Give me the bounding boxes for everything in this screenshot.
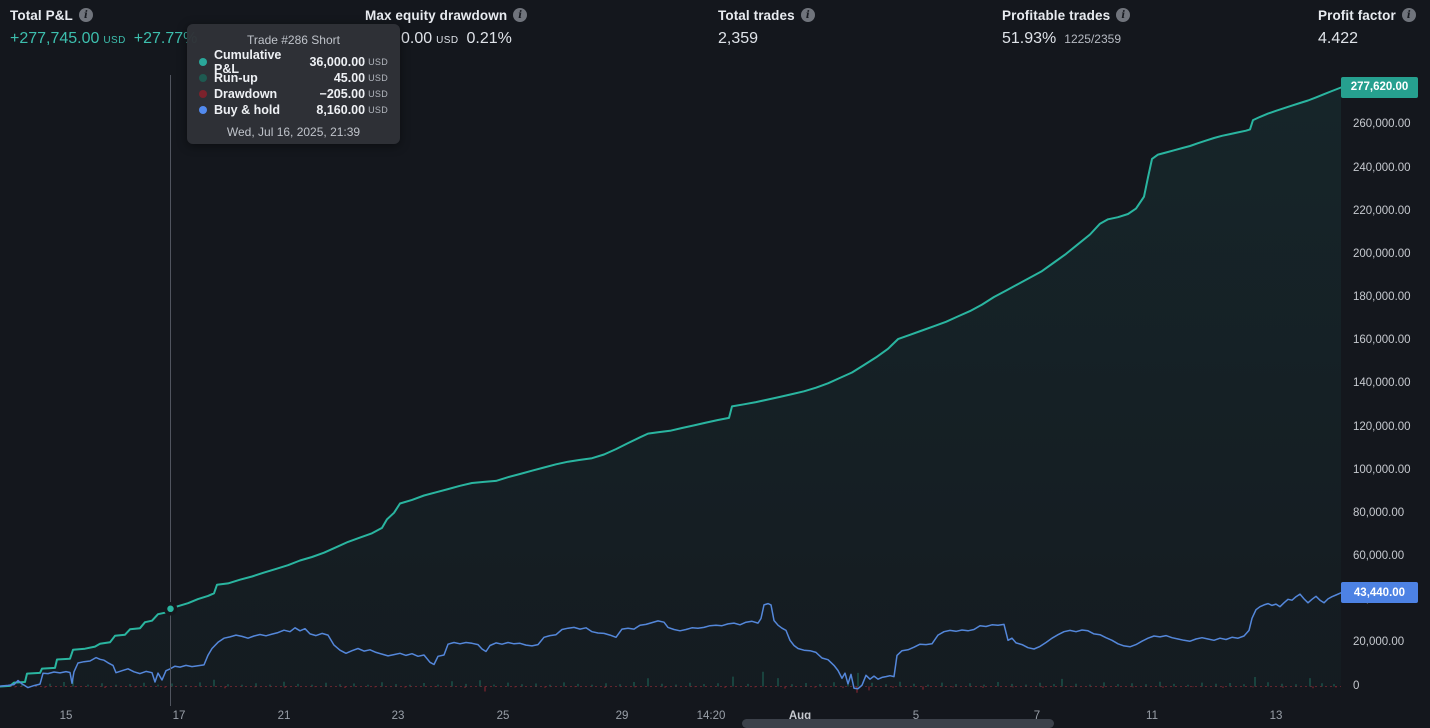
time-axis-label: 21	[277, 710, 291, 722]
trade-tooltip: Trade #286 Short Cumulative P&L 36,000.0…	[187, 24, 400, 144]
series-dot-icon	[199, 90, 207, 98]
run-up-spikes	[7, 671, 1335, 687]
tooltip-row-drawdown: Drawdown −205.00 USD	[187, 86, 400, 102]
price-axis-label: 120,000.00	[1353, 420, 1411, 433]
stat-profitable-trades: Profitable trades i 51.93% 1225/2359	[1002, 6, 1131, 48]
info-icon[interactable]: i	[513, 8, 528, 22]
stat-value: 2,359	[718, 30, 759, 47]
price-axis-label: 260,000.00	[1353, 118, 1411, 131]
price-axis-label: 80,000.00	[1353, 506, 1405, 519]
stat-total-trades: Total trades i 2,359	[718, 6, 815, 48]
stat-total-pnl: Total P&L i +277,745.00 USD +27.77%	[10, 6, 197, 48]
time-axis-label: 29	[615, 710, 629, 722]
price-axis-label: 140,000.00	[1353, 377, 1411, 390]
info-icon[interactable]: i	[1116, 8, 1131, 22]
crosshair-marker-dot	[163, 602, 178, 616]
series-dot-icon	[199, 74, 207, 82]
stat-label: Profitable trades	[1002, 7, 1111, 23]
time-axis-label: 11	[1146, 710, 1158, 722]
price-axis-label: 180,000.00	[1353, 291, 1411, 304]
drawdown-spikes	[14, 686, 1337, 693]
price-axis[interactable]: 020,000.0040,000.0060,000.0080,000.00100…	[1341, 55, 1430, 706]
tooltip-row-buy-and-hold: Buy & hold 8,160.00 USD	[187, 102, 400, 118]
price-axis-label: 240,000.00	[1353, 161, 1411, 174]
price-axis-label: 160,000.00	[1353, 334, 1411, 347]
stats-header: Total P&L i +277,745.00 USD +27.77% Max e…	[0, 0, 1430, 55]
stat-value: +277,745.00 USD +27.77%	[10, 30, 198, 47]
info-icon[interactable]: i	[78, 8, 93, 22]
tooltip-row-runup: Run-up 45.00 USD	[187, 70, 400, 86]
area-fill	[0, 87, 1341, 687]
stat-label: Total P&L	[10, 7, 73, 23]
info-icon[interactable]: i	[800, 8, 815, 22]
tooltip-row-cumulative-pnl: Cumulative P&L 36,000.00 USD	[187, 48, 400, 76]
price-axis-label: 200,000.00	[1353, 247, 1411, 260]
price-axis-label: 100,000.00	[1353, 463, 1411, 476]
time-axis[interactable]: 15 17 21 23 25 29 14:20 Aug 5 7 11 13	[0, 706, 1345, 728]
stat-label: Profit factor	[1318, 7, 1396, 23]
tooltip-timestamp: Wed, Jul 16, 2025, 21:39	[226, 125, 361, 139]
price-axis-badge: 43,440.00	[1341, 582, 1418, 604]
price-axis-label: 220,000.00	[1353, 204, 1411, 217]
series-dot-icon	[199, 106, 207, 114]
horizontal-scrollbar-thumb[interactable]	[742, 719, 1054, 728]
time-axis-label: 5	[912, 710, 920, 722]
time-axis-label: 14:20	[696, 710, 726, 722]
price-axis-badge: 277,620.00	[1341, 76, 1418, 98]
stat-label: Max equity drawdown	[365, 7, 508, 23]
price-axis-label: 0	[1353, 679, 1360, 692]
price-axis-label: 20,000.00	[1353, 636, 1405, 649]
buy-hold-line	[0, 592, 1342, 690]
time-axis-label: 7	[1033, 710, 1041, 722]
info-icon[interactable]: i	[1401, 8, 1416, 22]
stat-max-equity-drawdown: Max equity drawdown i 0.00 USD 0.21%	[365, 6, 528, 48]
time-axis-label: 15	[59, 710, 73, 722]
series-dot-icon	[199, 58, 207, 66]
price-axis-label: 60,000.00	[1353, 550, 1405, 563]
stat-value: 4.422	[1318, 30, 1359, 47]
time-axis-label: 25	[496, 710, 510, 722]
tooltip-rows: Cumulative P&L 36,000.00 USD Run-up 45.0…	[187, 48, 400, 118]
stat-value: 51.93% 1225/2359	[1002, 30, 1121, 47]
tooltip-title: Trade #286 Short	[247, 33, 340, 47]
time-axis-label: 23	[391, 710, 405, 722]
stat-label: Total trades	[718, 7, 795, 23]
stat-profit-factor: Profit factor i 4.422	[1318, 6, 1416, 48]
time-axis-label: 13	[1269, 710, 1283, 722]
stat-value: 0.00 USD 0.21%	[401, 30, 512, 47]
time-axis-label: 17	[172, 710, 186, 722]
